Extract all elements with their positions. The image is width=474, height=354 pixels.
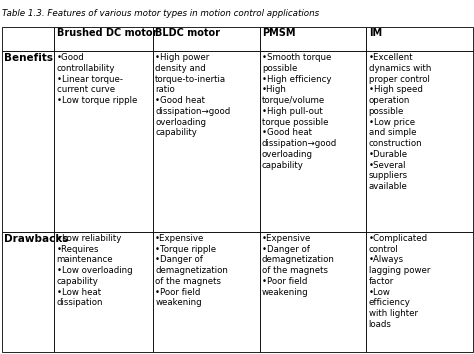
Text: IM: IM [369,28,382,38]
Text: •Smooth torque
possible
•High efficiency
•High
torque/volume
•High pull-out
torq: •Smooth torque possible •High efficiency… [262,53,337,170]
Text: PMSM: PMSM [262,28,295,38]
Bar [2,27,55,51]
Bar [55,232,153,352]
Bar [260,27,366,51]
Bar [153,27,260,51]
Text: Brushed DC motor: Brushed DC motor [57,28,157,38]
Text: •Good
controllability
•Linear torque-
current curve
•Low torque ripple: •Good controllability •Linear torque- cu… [57,53,137,105]
Bar [55,27,153,51]
Text: BLDC motor: BLDC motor [155,28,220,38]
Text: •Low reliability
•Requires
maintenance
•Low overloading
capability
•Low heat
dis: •Low reliability •Requires maintenance •… [57,234,132,307]
Bar [55,51,153,232]
Bar [366,51,473,232]
Text: Benefits: Benefits [4,53,53,63]
Text: •Expensive
•Torque ripple
•Danger of
demagnetization
of the magnets
•Poor field
: •Expensive •Torque ripple •Danger of dem… [155,234,228,307]
Bar [366,27,473,51]
Text: Table 1.3. Features of various motor types in motion control applications: Table 1.3. Features of various motor typ… [2,9,319,18]
Bar [260,232,366,352]
Bar [366,232,473,352]
Text: •Complicated
control
•Always
lagging power
factor
•Low
efficiency
with lighter
l: •Complicated control •Always lagging pow… [369,234,430,329]
Text: •Expensive
•Danger of
demagnetization
of the magnets
•Poor field
weakening: •Expensive •Danger of demagnetization of… [262,234,335,297]
Text: •High power
density and
torque-to-inertia
ratio
•Good heat
dissipation→good
over: •High power density and torque-to-inerti… [155,53,230,137]
Bar [260,51,366,232]
Text: Drawbacks: Drawbacks [4,234,68,244]
Bar [153,232,260,352]
Bar [153,51,260,232]
Bar [2,51,55,232]
Text: •Excellent
dynamics with
proper control
•High speed
operation
possible
•Low pric: •Excellent dynamics with proper control … [369,53,431,191]
Bar [2,232,55,352]
